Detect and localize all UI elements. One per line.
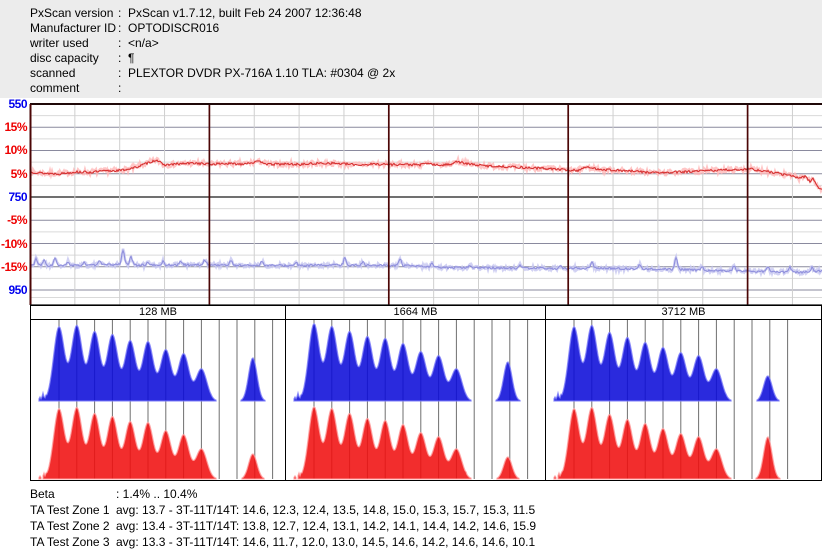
results-panel: Beta: 1.4% .. 10.4% TA Test Zone 1 avg: 1… [0,486,822,550]
info-separator: : [118,51,125,65]
result-row: TA Test Zone 3 avg: 13.3 - 3T-11T/14T: 14… [0,534,822,550]
y-axis-label: 10% [4,143,27,157]
ta-zone-panel: 3712 MB [545,305,822,481]
info-label: comment [30,81,80,95]
result-row: TA Test Zone 2 avg: 13.4 - 3T-11T/14T: 13… [0,518,822,534]
info-label: disc capacity [30,51,99,65]
ta-histogram [293,320,529,480]
result-value: avg: 13.3 - 3T-11T/14T: 14.6, 11.7, 12.0… [116,535,536,549]
info-separator: : [118,6,125,20]
scan-info-panel: PxScan version: PxScan v1.7.12, built Fe… [0,0,822,98]
y-axis-label: -15% [0,260,28,274]
ta-zone-panel: 128 MB [30,305,286,481]
y-axis-label: -5% [7,213,27,227]
info-label: Manufacturer ID [30,21,117,35]
result-separator: : [116,487,123,501]
info-row: Manufacturer ID: OPTODISCR016 [30,21,822,36]
info-row: disc capacity: ¶ [30,51,822,66]
ta-histogram [553,320,789,480]
info-value: OPTODISCR016 [128,21,220,35]
info-separator: : [118,21,125,35]
result-label: TA Test Zone 2 [30,519,110,533]
y-axis-label: 950 [8,283,27,297]
info-value: PxScan v1.7.12, built Feb 24 2007 12:36:… [128,6,362,20]
info-value: <n/a> [128,36,159,50]
result-row: TA Test Zone 1 avg: 13.7 - 3T-11T/14T: 14… [0,502,822,518]
beta-jitter-chart [29,103,822,306]
result-value: avg: 13.7 - 3T-11T/14T: 14.6, 12.3, 12.4… [116,503,536,517]
zone-size-label: 1664 MB [286,306,545,320]
info-separator: : [118,81,125,95]
info-row: scanned: PLEXTOR DVDR PX-716A 1.10 TLA: … [30,66,822,81]
y-axis-label: -10% [0,237,28,251]
result-label: TA Test Zone 1 [30,503,110,517]
y-axis-label: 750 [8,190,27,204]
ta-histogram [38,320,274,480]
result-label: TA Test Zone 3 [30,535,110,549]
info-label: PxScan version [30,6,114,20]
zone-size-label: 128 MB [31,306,285,320]
y-axis-label: 15% [4,120,27,134]
result-value: avg: 13.4 - 3T-11T/14T: 13.8, 12.7, 12.4… [116,519,537,533]
ta-zone-panel: 1664 MB [285,305,546,481]
info-value: PLEXTOR DVDR PX-716A 1.10 TLA: #0304 @ 2… [128,66,396,80]
info-label: writer used [30,36,89,50]
zone-size-label: 3712 MB [546,306,821,320]
info-separator: : [118,66,125,80]
result-row: Beta: 1.4% .. 10.4% [0,486,822,502]
info-label: scanned [30,66,76,80]
info-row: PxScan version: PxScan v1.7.12, built Fe… [30,6,822,21]
result-value: 1.4% .. 10.4% [122,487,198,501]
y-axis-label: 5% [10,167,28,181]
info-value: ¶ [128,51,135,65]
info-row: writer used: <n/a> [30,36,822,51]
info-row: comment: [30,81,822,96]
y-axis-label: 550 [8,97,27,111]
info-separator: : [118,36,125,50]
result-label: Beta [30,487,55,501]
